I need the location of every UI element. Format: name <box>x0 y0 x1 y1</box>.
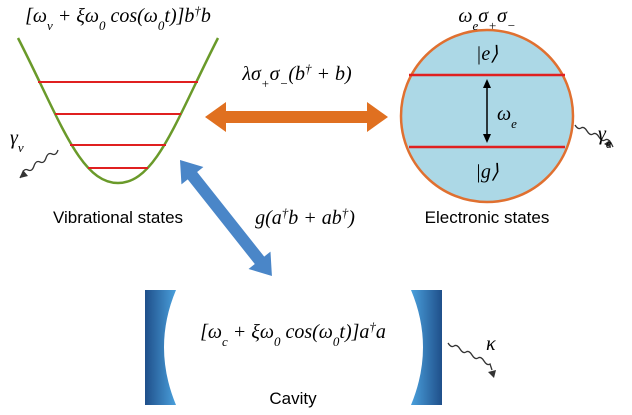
elec-hamiltonian: ωeσ+σ− <box>458 5 515 33</box>
right-mirror <box>411 290 442 405</box>
formula-part: cos(ω <box>280 321 332 343</box>
formula-part: a <box>376 321 386 343</box>
formula-part: cos(ω <box>105 5 157 27</box>
formula-part: ω <box>497 103 511 125</box>
left-mirror <box>145 290 176 405</box>
formula-part: (b <box>288 63 305 85</box>
vib-hamiltonian: [ωv + ξω0 cos(ω0t)]b†b <box>25 3 211 33</box>
vib-decay: γv <box>10 127 24 155</box>
orange-coupling-arrow <box>205 102 388 132</box>
formula-part: |e⟩ <box>476 43 498 65</box>
formula-part: − <box>507 18 516 33</box>
vib-elec-coupling: λσ+σ−(b† + b) <box>241 61 352 91</box>
cavity-label: Cavity <box>269 389 317 408</box>
formula-part: g(a <box>255 207 282 229</box>
formula-part: [ω <box>200 321 222 343</box>
formula-part: |g⟩ <box>475 161 498 183</box>
formula-part: b <box>201 5 211 27</box>
formula-part: e <box>511 116 517 131</box>
potential-well <box>18 38 218 183</box>
formula-part: e <box>606 136 612 151</box>
ground-ket: |g⟩ <box>475 161 498 183</box>
formula-part: v <box>18 140 24 155</box>
formula-part: + ξω <box>228 321 274 343</box>
formula-part: [ω <box>25 5 47 27</box>
elec-label: Electronic states <box>425 208 550 227</box>
cavity-hamiltonian: [ωc + ξω0 cos(ω0t)]a†a <box>200 319 386 349</box>
diagram: [ωv + ξω0 cos(ω0t)]b†b Vibrational state… <box>0 0 632 415</box>
formula-part: λσ <box>241 63 262 85</box>
elec-decay: γe <box>598 123 612 151</box>
formula-part: t)]a <box>339 321 369 343</box>
formula-part: − <box>280 76 289 91</box>
excited-ket: |e⟩ <box>476 43 498 65</box>
formula-part: + <box>488 18 497 33</box>
formula-part: ω <box>458 5 472 27</box>
formula-part: + <box>261 76 270 91</box>
cavity-decay: κ <box>486 333 496 355</box>
formula-part: b + ab <box>288 207 342 229</box>
formula-part: ) <box>347 207 355 229</box>
vib-label: Vibrational states <box>53 208 183 227</box>
formula-part: κ <box>486 333 496 355</box>
formula-part: t)]b <box>164 5 194 27</box>
vib-cavity-coupling: g(a†b + ab†) <box>255 205 355 230</box>
formula-part: + b) <box>311 63 351 85</box>
formula-part: + ξω <box>53 5 99 27</box>
